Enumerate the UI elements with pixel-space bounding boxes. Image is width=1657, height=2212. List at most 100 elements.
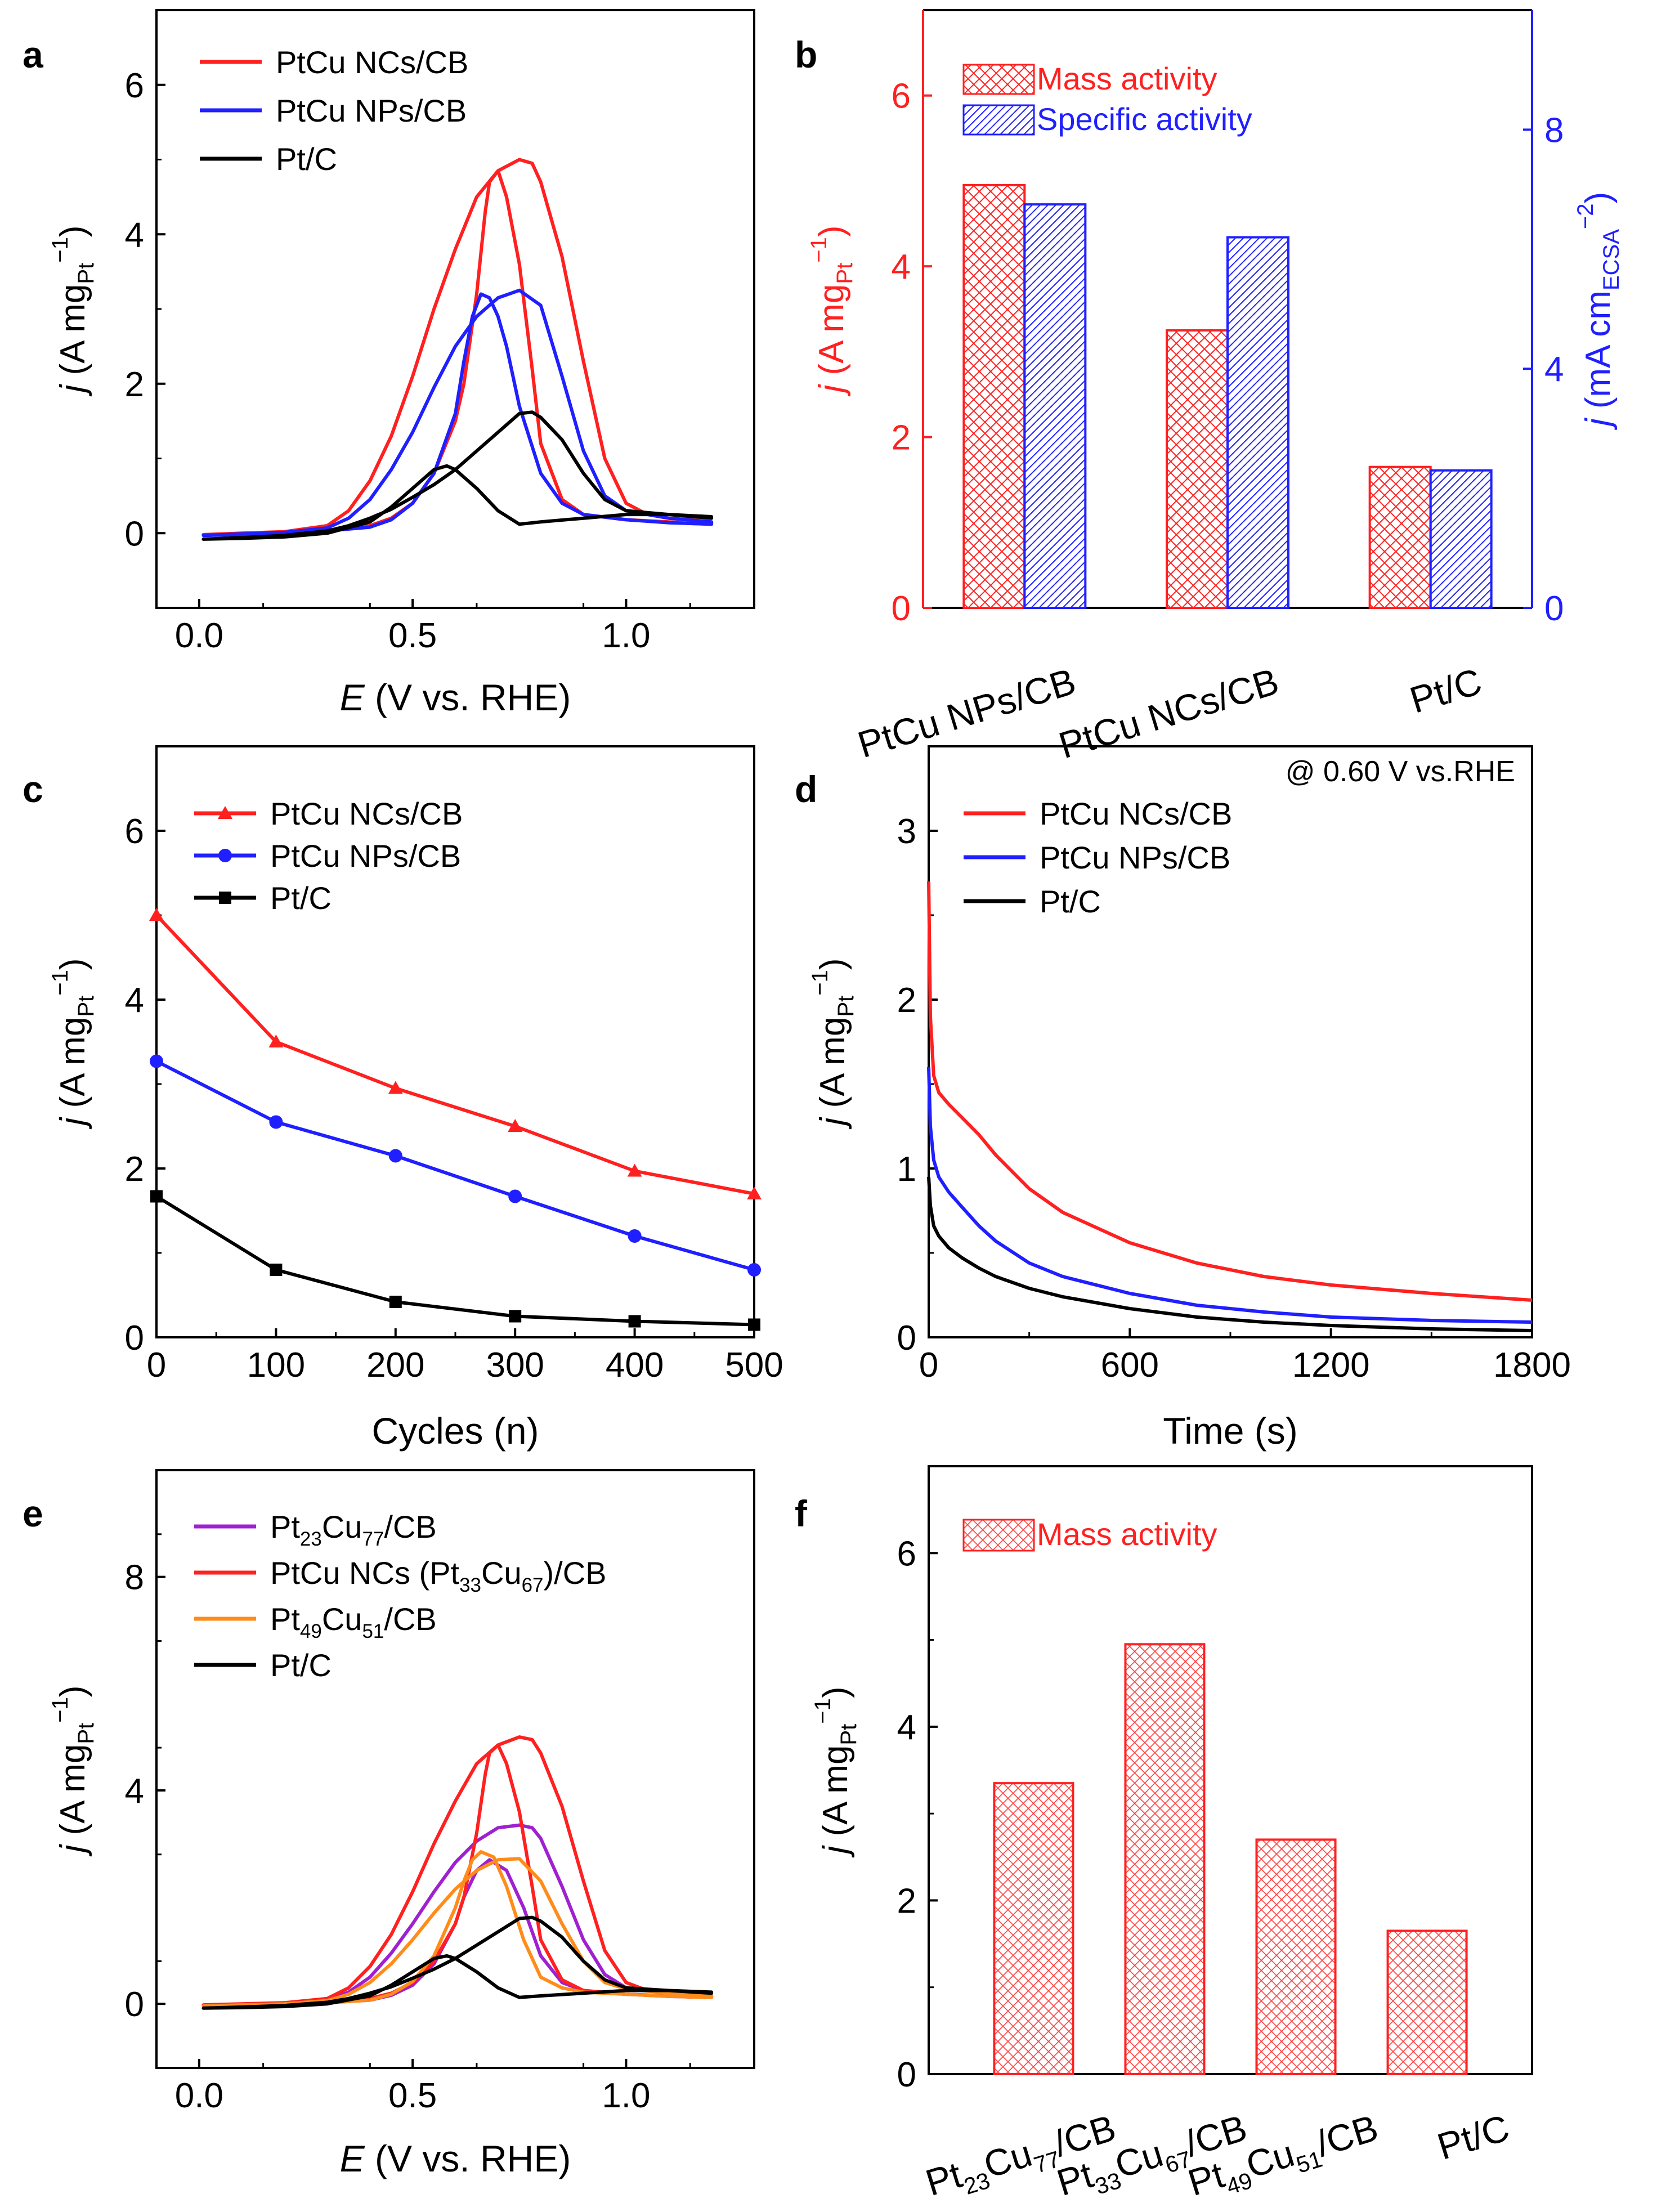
legend-entry: PtCu NCs/CB — [200, 44, 468, 80]
plot-frame — [928, 1465, 1533, 2075]
y-axis-title: j (A mgPt−1) — [808, 958, 858, 1129]
y-axis-title-left: j (A mgPt−1) — [807, 225, 857, 396]
y-tick-label: 3 — [897, 812, 916, 851]
panel-label-a: a — [23, 34, 44, 75]
y-tick-label: 6 — [892, 77, 911, 116]
x-axis-title: E (V vs. RHE) — [340, 677, 571, 718]
plot-frame — [155, 745, 755, 1338]
y-axis-title: j (A mgPt−1) — [810, 1686, 861, 1857]
legend-marker — [218, 849, 232, 862]
data-marker — [627, 1163, 642, 1177]
bar-mass-activity — [1166, 329, 1229, 610]
legend-entry: Pt/C — [200, 141, 337, 177]
y-axis-title-right: j (mA cmECSA−2) — [1573, 192, 1624, 430]
x-tick-label: 1.0 — [602, 616, 650, 655]
x-tick-label: 500 — [725, 1346, 783, 1385]
y-tick-label: 2 — [125, 365, 144, 404]
legend-swatch — [962, 64, 1035, 95]
legend-swatch — [962, 104, 1035, 136]
y-axis-title: j (A mgPt−1) — [48, 225, 98, 396]
legend-label: Pt49Cu51/CB — [270, 1601, 437, 1642]
x-tick-label: 0.0 — [175, 616, 223, 655]
y-tick-label: 2 — [125, 1150, 144, 1189]
y-tick-label: 2 — [897, 981, 916, 1020]
y-tick-label: 8 — [125, 1559, 144, 1597]
series-line — [201, 288, 714, 538]
legend-label: PtCu NCs/CB — [270, 796, 463, 831]
data-marker — [268, 1035, 284, 1047]
legend-label: Pt/C — [270, 1647, 332, 1683]
bar-mass-activity — [1255, 1838, 1337, 2075]
y-tick-label: 0 — [125, 1985, 144, 2024]
x-category-label: Pt/C — [1405, 660, 1486, 721]
panel-d: 0 600 1200 1800 0 1 2 3 PtCu NCs/CB PtCu NPs/CB Pt… — [808, 745, 1571, 1452]
x-category-label: PtCu NCs/CB — [1054, 660, 1283, 767]
y-axis-title: j (A mgPt−1) — [48, 958, 98, 1129]
x-axis-title: Time (s) — [1163, 1410, 1298, 1452]
x-tick-label: 0.5 — [388, 616, 437, 655]
data-marker — [508, 1189, 522, 1203]
legend-marker — [219, 892, 231, 904]
legend-entry: PtCu NPs/CB — [194, 838, 461, 874]
y-tick-label: 0 — [892, 589, 911, 628]
y-tick-label: 4 — [892, 248, 911, 286]
data-marker — [748, 1318, 760, 1331]
x-tick-label: 1.0 — [602, 2076, 650, 2115]
x-axis-title: Cycles (n) — [371, 1410, 539, 1452]
legend-entry: Pt49Cu51/CB — [194, 1601, 437, 1642]
panel-label-b: b — [795, 34, 817, 75]
annotation: @ 0.60 V vs.RHE — [1286, 755, 1515, 788]
y-tick-label: 0 — [897, 1319, 916, 1358]
legend-label: Mass activity — [1037, 1516, 1217, 1552]
y-tick-label: 4 — [897, 1708, 916, 1747]
x-tick-label: 0.0 — [175, 2076, 223, 2115]
legend-entry: PtCu NCs/CB — [194, 796, 463, 831]
y-right-tick-label: 8 — [1544, 111, 1564, 150]
y-tick-label: 2 — [897, 1882, 916, 1920]
x-axis-ticks: 0 600 1200 1800 — [919, 1328, 1571, 1385]
bar-specific-activity — [1023, 203, 1087, 609]
legend-entry: Pt/C — [194, 1647, 332, 1683]
x-tick-label: 200 — [366, 1346, 424, 1385]
y-axis-ticks: 0 4 8 — [125, 1533, 165, 2069]
y-right-tick-label: 0 — [1544, 589, 1564, 628]
panel-label-e: e — [23, 1493, 43, 1534]
legend: Mass activity Specific activity — [962, 61, 1252, 137]
bar-specific-activity — [1226, 236, 1289, 609]
data-marker — [389, 1296, 402, 1308]
legend-entry: Pt/C — [964, 884, 1101, 919]
legend-marker — [218, 806, 232, 819]
bar-mass-activity — [993, 1782, 1074, 2075]
y-tick-label: 4 — [125, 216, 144, 254]
y-tick-label: 6 — [125, 812, 144, 851]
x-tick-label: 1800 — [1493, 1346, 1571, 1385]
legend-entry: Pt23Cu77/CB — [194, 1509, 437, 1550]
bar-mass-activity — [962, 184, 1026, 609]
legend-entry: Pt/C — [194, 880, 332, 916]
bar-mass-activity — [1368, 465, 1432, 610]
data-marker — [508, 1119, 523, 1132]
bar-mass-activity — [1386, 1929, 1468, 2075]
x-tick-label: 400 — [606, 1346, 664, 1385]
data-marker — [747, 1186, 762, 1199]
legend-entry: PtCu NCs/CB — [964, 796, 1232, 831]
legend-label: PtCu NCs/CB — [276, 44, 468, 80]
series-line — [201, 410, 714, 541]
y-axis-ticks: 0 2 4 6 — [125, 745, 165, 1358]
legend-label: PtCu NPs/CB — [270, 838, 461, 874]
y-tick-label: 6 — [125, 66, 144, 105]
legend-label: PtCu NPs/CB — [1040, 840, 1230, 875]
y-tick-label: 4 — [125, 981, 144, 1020]
series-line — [155, 1194, 755, 1327]
series-line — [155, 914, 755, 1195]
series-line — [201, 1850, 714, 2008]
panel-label-c: c — [23, 768, 43, 810]
legend: Mass activity — [962, 1516, 1217, 1552]
series-line — [155, 1059, 755, 1271]
data-marker — [747, 1263, 761, 1277]
data-marker — [150, 1054, 163, 1068]
x-tick-label: 600 — [1101, 1346, 1159, 1385]
data-marker — [270, 1264, 283, 1276]
